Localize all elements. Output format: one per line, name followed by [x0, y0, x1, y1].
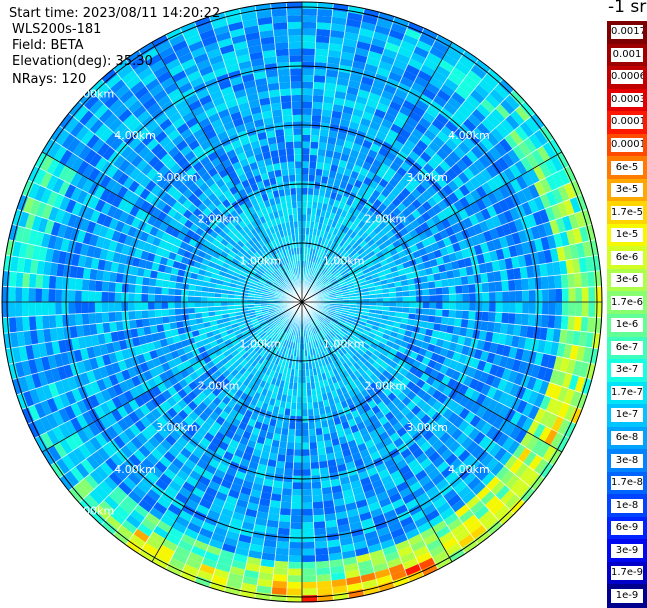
range-ring-label: 1.00km [323, 338, 365, 351]
colorbar-tick-label: 6e-8 [611, 430, 643, 445]
range-ring-label: 4.00km [448, 463, 490, 476]
colorbar-unit-label: -1 sr [608, 0, 647, 17]
colorbar-tick-label: 0.0006 [611, 70, 643, 85]
colorbar-tick-label: 1.7e-9 [611, 566, 643, 581]
colorbar-tick-label: 1.7e-5 [611, 205, 643, 220]
elevation-text: Elevation(deg): 35.30 [12, 54, 153, 69]
colorbar-tick-label: 3e-9 [611, 543, 643, 558]
colorbar-tick-label: 6e-6 [611, 250, 643, 265]
ppi-plot: 1.00km 1.00km 1.00km 1.00km 2.00km 2.00km 2.00… [1, 1, 603, 603]
azimuth-spoke [41, 151, 303, 303]
range-ring-label: 5.00km [73, 505, 115, 518]
field-text: Field: BETA [12, 38, 84, 53]
ppi-data-cells [1, 1, 603, 603]
colorbar-tick-label: 1e-9 [611, 588, 643, 603]
range-labels: 1.00km 1.00km 1.00km 1.00km 2.00km 2.00km 2.00… [73, 87, 490, 517]
range-ring-label: 2.00km [365, 379, 407, 392]
colorbar-tick-label: 3e-5 [611, 183, 643, 198]
colorbar-tick-label: 3e-8 [611, 453, 643, 468]
colorbar-tick-label: 1e-7 [611, 408, 643, 423]
range-ring-label: 2.00km [198, 379, 240, 392]
colorbar-tick-label: 1.7e-7 [611, 385, 643, 400]
colorbar: 0.0017 0.001 0.0006 0.0003 0.00017 0.0001 6e-5… [607, 21, 647, 608]
colorbar-tick-label: 3e-6 [611, 273, 643, 288]
azimuth-spoke [301, 151, 562, 303]
colorbar-tick-label: 1.7e-8 [611, 476, 643, 491]
ppi-grid [1, 1, 603, 603]
colorbar-tick-label: 3e-7 [611, 363, 643, 378]
colorbar-tick-label: 6e-7 [611, 340, 643, 355]
range-ring-label: 2.00km [198, 213, 240, 226]
start-time-text: Start time: 2023/08/11 14:20:22 [9, 6, 221, 21]
range-ring-label: 3.00km [156, 421, 198, 434]
range-ring-label: 3.00km [406, 171, 448, 184]
colorbar-tick-label: 1.7e-6 [611, 295, 643, 310]
nrays-text: NRays: 120 [12, 72, 87, 87]
azimuth-spoke [151, 41, 303, 303]
colorbar-tick-label: 0.00017 [611, 115, 643, 130]
range-ring-label: 3.00km [406, 421, 448, 434]
range-ring-label: 4.00km [114, 129, 156, 142]
range-ring-label: 1.00km [240, 254, 282, 267]
range-ring-label: 1.00km [323, 254, 365, 267]
range-ring-label: 2.00km [365, 213, 407, 226]
instrument-text: WLS200s-181 [12, 22, 102, 37]
colorbar-tick-label: 1e-6 [611, 318, 643, 333]
colorbar-tick-label: 0.0017 [611, 25, 643, 40]
colorbar-tick-label: 1e-5 [611, 228, 643, 243]
azimuth-spoke [301, 41, 453, 303]
range-ring-label: 3.00km [156, 171, 198, 184]
azimuth-spoke [41, 301, 303, 453]
colorbar-tick-label: 0.0001 [611, 137, 643, 152]
colorbar-tick-label: 6e-5 [611, 160, 643, 175]
range-ring-label: 4.00km [448, 129, 490, 142]
azimuth-spoke [301, 301, 562, 453]
azimuth-spoke [301, 301, 453, 562]
colorbar-tick-label: 0.001 [611, 47, 643, 62]
range-ring-label: 1.00km [240, 338, 282, 351]
azimuth-spoke [151, 301, 303, 562]
range-ring-label: 5.00km [73, 87, 115, 100]
colorbar-tick-label: 0.0003 [611, 92, 643, 107]
colorbar-tick-label: 6e-9 [611, 521, 643, 536]
colorbar-tick-label: 1e-8 [611, 498, 643, 513]
range-ring-label: 4.00km [114, 463, 156, 476]
